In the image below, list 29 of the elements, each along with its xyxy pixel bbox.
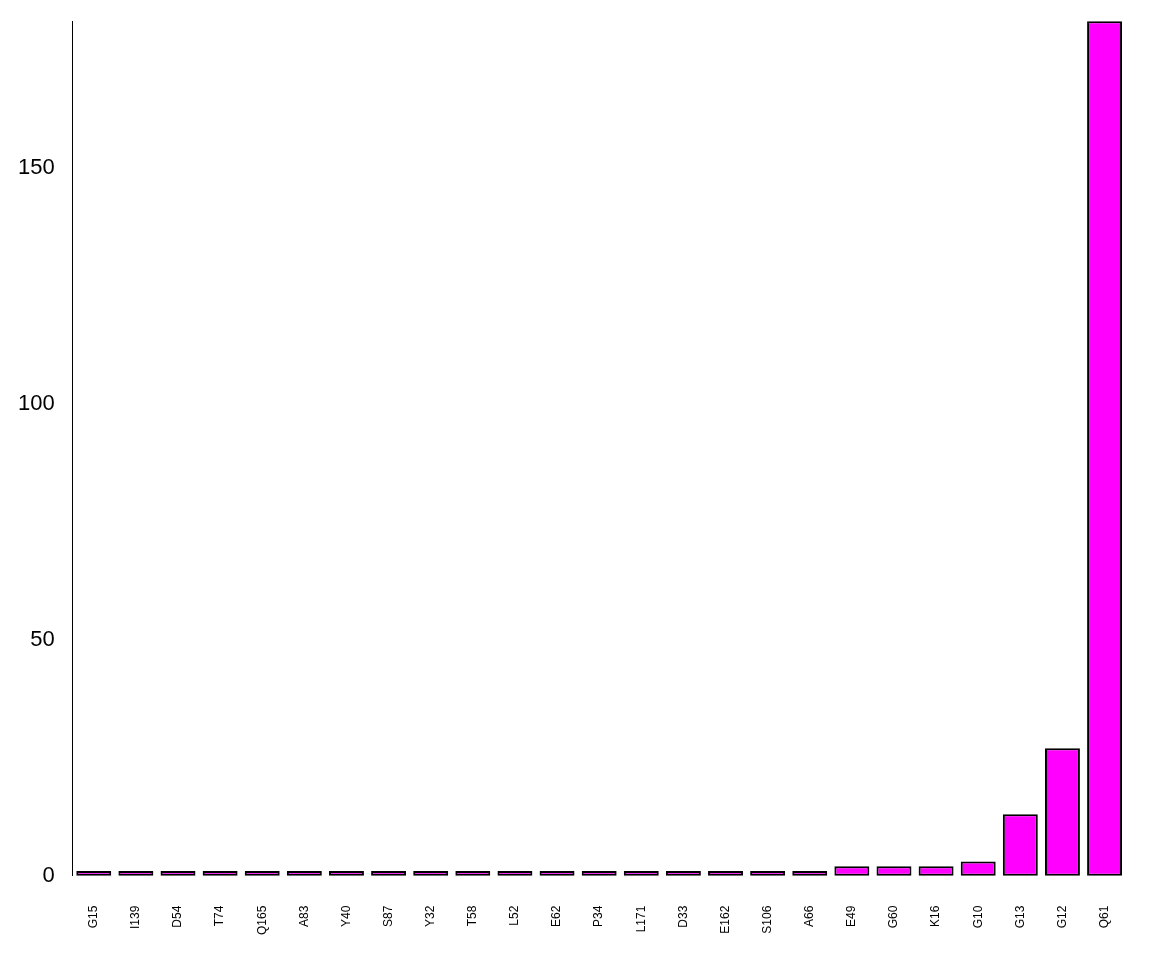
x-tick-label: S106 xyxy=(759,905,774,934)
x-tick-label: L52 xyxy=(507,905,522,926)
x-tick-label: D33 xyxy=(675,905,690,928)
x-tick-label: G60 xyxy=(886,905,901,929)
x-tick-label: Q165 xyxy=(254,905,269,935)
y-tick-label: 50 xyxy=(30,625,55,651)
x-tick-label: P34 xyxy=(591,905,606,927)
x-tick-label: G10 xyxy=(970,905,985,929)
x-tick-label: Q61 xyxy=(1096,905,1111,929)
x-tick-label: S87 xyxy=(380,905,395,927)
x-tick-label: L171 xyxy=(633,905,648,933)
x-tick-label: A66 xyxy=(802,905,817,927)
x-tick-label: A83 xyxy=(296,905,311,927)
x-tick-label: E162 xyxy=(717,905,732,934)
x-tick-label: T74 xyxy=(212,905,227,927)
x-tick-label: K16 xyxy=(928,905,943,927)
y-tick-label: 0 xyxy=(42,861,55,887)
x-tick-label: E49 xyxy=(844,905,859,927)
y-tick-label: 150 xyxy=(17,153,55,179)
x-tick-label: G12 xyxy=(1054,905,1069,929)
y-tick-label: 100 xyxy=(17,389,55,415)
x-tick-label: G15 xyxy=(86,905,101,929)
x-tick-label: G13 xyxy=(1012,905,1027,929)
x-tick-label: T58 xyxy=(465,905,480,927)
x-tick-label: Y32 xyxy=(423,905,438,927)
x-tick-label: I139 xyxy=(128,905,143,929)
x-tick-label: Y40 xyxy=(338,905,353,927)
x-tick-label: D54 xyxy=(170,905,185,928)
x-tick-label: E62 xyxy=(549,905,564,927)
